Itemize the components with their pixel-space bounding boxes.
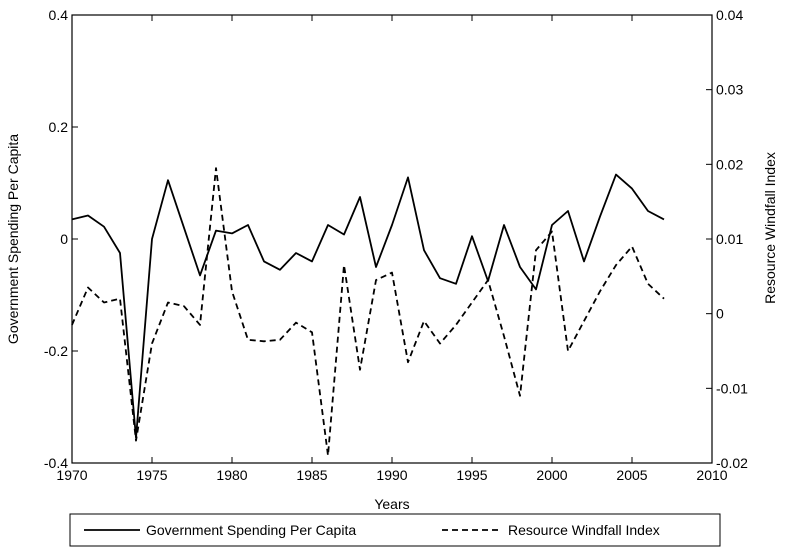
y-tick-label: 0.4 bbox=[49, 7, 69, 23]
legend: Government Spending Per Capita Resource … bbox=[70, 514, 720, 546]
y2-tick-label: 0.04 bbox=[716, 7, 743, 23]
x-tick-label: 1990 bbox=[376, 467, 407, 483]
y2-tick-label: 0.02 bbox=[716, 156, 743, 172]
y2-tick-label: 0.01 bbox=[716, 231, 743, 247]
y2-tick-label: -0.02 bbox=[716, 455, 748, 471]
y-tick-label: -0.2 bbox=[44, 343, 68, 359]
y-tick-label: 0.2 bbox=[49, 119, 69, 135]
x-tick-label: 2005 bbox=[616, 467, 647, 483]
x-tick-label: 1975 bbox=[136, 467, 167, 483]
series-lines bbox=[72, 168, 664, 455]
y2-tick-label: 0.03 bbox=[716, 82, 743, 98]
x-tick-label: 1995 bbox=[456, 467, 487, 483]
series-line-resource-windfall bbox=[72, 168, 664, 455]
y-axis-left-label: Government Spending Per Capita bbox=[5, 134, 21, 344]
x-tick-label: 2000 bbox=[536, 467, 567, 483]
y-axis-right-label: Resource Windfall Index bbox=[762, 152, 778, 304]
x-axis-label: Years bbox=[374, 496, 409, 512]
y-tick-label: 0 bbox=[60, 231, 68, 247]
series-line-government-spending bbox=[72, 175, 664, 438]
x-axis-ticks: 1970 1975 1980 1985 1990 1995 2000 2005 2010 bbox=[56, 15, 727, 483]
y2-tick-label: 0 bbox=[716, 306, 724, 322]
plot-frame bbox=[72, 15, 712, 463]
legend-label-government-spending: Government Spending Per Capita bbox=[146, 522, 356, 538]
y-tick-label: -0.4 bbox=[44, 455, 68, 471]
y-axis-left-ticks: -0.4 -0.2 0 0.2 0.4 bbox=[44, 7, 78, 471]
x-tick-label: 1985 bbox=[296, 467, 327, 483]
legend-label-resource-windfall: Resource Windfall Index bbox=[508, 522, 660, 538]
y2-tick-label: -0.01 bbox=[716, 380, 748, 396]
x-tick-label: 1980 bbox=[216, 467, 247, 483]
